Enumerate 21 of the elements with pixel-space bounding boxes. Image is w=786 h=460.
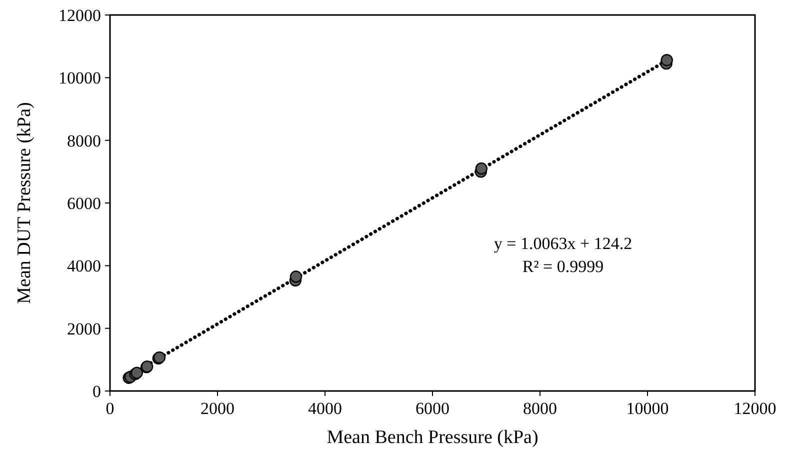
point	[475, 162, 488, 175]
point	[660, 54, 673, 66]
x-tick-label: 2000	[200, 399, 234, 418]
annotation: y = 1.0063x + 124.2	[494, 234, 632, 253]
x-tick-label: 0	[106, 399, 114, 418]
y-tick-label: 0	[92, 382, 101, 401]
point	[290, 270, 302, 283]
x-tick-label: 8000	[523, 399, 557, 418]
x-tick-label: 6000	[416, 399, 450, 418]
y-tick-label: 12000	[58, 6, 101, 25]
y-tick-label: 6000	[67, 194, 101, 213]
y-tick-label: 8000	[67, 131, 101, 150]
y-tick-label: 4000	[67, 256, 101, 276]
y-tick-label: 10000	[58, 68, 101, 88]
x-axis-title: Mean Bench Pressure (kPa)	[326, 427, 538, 448]
annotation: R² = 0.9999	[522, 257, 604, 276]
x-tick-label: 12000	[734, 399, 776, 418]
x-tick-label: 4000	[308, 399, 342, 418]
y-axis-title: Mean DUT Pressure (kPa)	[14, 102, 35, 304]
y-tick-label: 2000	[67, 319, 101, 338]
x-tick-label: 10000	[626, 399, 669, 418]
